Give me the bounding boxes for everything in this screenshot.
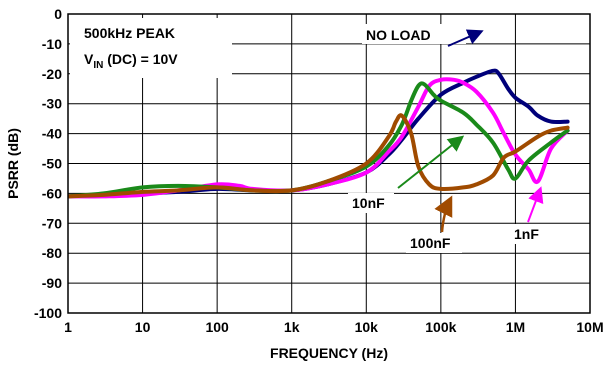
condition-annotation: 500kHz PEAK VIN (DC) = 10V: [70, 18, 232, 78]
vin-subscript: IN: [93, 60, 103, 71]
x-tick-label: 100: [205, 319, 229, 335]
x-tick-label: 1M: [506, 319, 525, 335]
x-tick-label: 1: [64, 319, 72, 335]
y-tick-labels: 0 -10 -20 -30 -40 -50 -60 -70 -80 -90 -100: [34, 6, 62, 321]
y-tick-label: -20: [42, 66, 62, 82]
y-tick-label: -30: [42, 96, 62, 112]
y-tick-label: -50: [42, 156, 62, 172]
condition-line-2: VIN (DC) = 10V: [84, 51, 178, 71]
x-tick-labels: 1 10 100 1k 10k 100k 1M 10M: [64, 319, 604, 335]
vin-suffix: (DC) = 10V: [103, 51, 178, 67]
y-tick-label: -70: [42, 215, 62, 231]
x-axis-label: FREQUENCY (Hz): [270, 345, 388, 361]
y-tick-label: -100: [34, 305, 62, 321]
y-axis-label: PSRR (dB): [5, 128, 21, 199]
series-layer: [68, 68, 570, 199]
y-tick-label: -40: [42, 126, 62, 142]
label-10nf: 10nF: [352, 195, 385, 211]
x-tick-label: 10: [135, 319, 151, 335]
arrow-10nf: [397, 135, 465, 189]
label-100nf: 100nF: [410, 235, 451, 251]
x-tick-label: 100k: [425, 319, 456, 335]
x-tick-label: 1k: [284, 319, 300, 335]
y-tick-label: -80: [42, 245, 62, 261]
arrow-100nf: [434, 195, 453, 233]
series-line-1nf: [68, 77, 570, 199]
y-tick-label: -10: [42, 36, 62, 52]
condition-line-1: 500kHz PEAK: [84, 25, 175, 41]
plot-frame: [67, 13, 591, 314]
no-load-arrow: [447, 29, 484, 47]
label-1nf: 1nF: [514, 226, 539, 242]
y-tick-label: 0: [54, 6, 62, 22]
x-tick-label: 10k: [355, 319, 379, 335]
x-tick-label: 10M: [576, 319, 603, 335]
arrow-1nf: [527, 186, 544, 223]
y-tick-label: -90: [42, 275, 62, 291]
series-line-100nf: [68, 113, 570, 199]
no-load-label: NO LOAD: [366, 27, 431, 43]
vin-v: V: [84, 51, 94, 67]
series-annotations: NO LOAD 10nF 100nF 1nF: [348, 24, 550, 253]
y-tick-label: -60: [42, 185, 62, 201]
